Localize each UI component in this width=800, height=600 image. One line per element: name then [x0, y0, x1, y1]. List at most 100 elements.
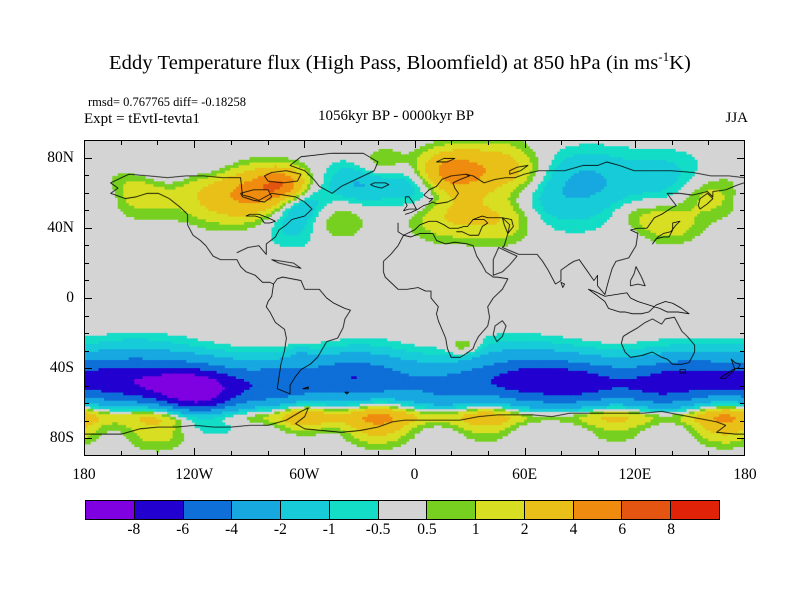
title-exponent: -1 [658, 50, 670, 65]
x-tick-bottom [304, 448, 305, 456]
x-tick-top [157, 140, 158, 145]
y-tick-left [84, 245, 89, 246]
colorbar-segment [427, 501, 477, 519]
y-tick-left [84, 158, 92, 159]
x-tick-bottom [451, 451, 452, 456]
x-tick-top [121, 140, 122, 145]
colorbar-tick-label: 4 [569, 521, 578, 538]
title-suffix: K) [669, 52, 691, 74]
colorbar-tick-label: 1 [471, 521, 480, 538]
colorbar-tick-label: 2 [520, 521, 529, 538]
y-tick-right [740, 333, 745, 334]
colorbar-tick-label: 0.5 [417, 521, 437, 538]
colorbar-segment [86, 501, 135, 519]
y-tick-right [740, 316, 745, 317]
page-title: Eddy Temperature flux (High Pass, Bloomf… [0, 50, 800, 75]
y-tick-left [84, 228, 92, 229]
x-tick-top [561, 140, 562, 145]
y-tick-right [740, 193, 745, 194]
x-tick-top [268, 140, 269, 145]
y-tick-left [84, 333, 89, 334]
colorbar-segment [378, 501, 428, 519]
y-tick-right [740, 351, 745, 352]
y-tick-right [740, 263, 745, 264]
x-tick-bottom [157, 451, 158, 456]
x-tick-bottom [341, 451, 342, 456]
colorbar-tick-label: -6 [176, 521, 190, 538]
y-tick-right [740, 421, 745, 422]
y-tick-right [740, 245, 745, 246]
x-tick-bottom [672, 451, 673, 456]
y-tick-right [740, 210, 745, 211]
colorbar-segment [281, 501, 330, 519]
x-tick-top [672, 140, 673, 145]
x-tick-top [378, 140, 379, 145]
x-axis-label: 60E [512, 466, 538, 483]
x-tick-bottom [268, 451, 269, 456]
x-tick-bottom [488, 451, 489, 456]
y-tick-left [84, 316, 89, 317]
y-tick-left [84, 403, 89, 404]
y-tick-right [740, 175, 745, 176]
y-tick-left [84, 175, 89, 176]
x-axis-label: 120E [618, 466, 652, 483]
colorbar-tick-label: -2 [273, 521, 287, 538]
anomaly-field-canvas [85, 141, 744, 455]
x-tick-bottom [231, 451, 232, 456]
colorbar-tick-label: -4 [225, 521, 238, 538]
x-tick-bottom [598, 451, 599, 456]
x-axis-label: 60W [289, 466, 320, 483]
y-tick-right [737, 368, 745, 369]
y-tick-right [737, 228, 745, 229]
x-tick-top [194, 140, 195, 148]
y-tick-right [740, 403, 745, 404]
x-tick-bottom [121, 451, 122, 456]
colorbar-segment [134, 501, 184, 519]
y-tick-left [84, 421, 89, 422]
colorbar-tick-label: 8 [667, 521, 676, 538]
y-tick-right [737, 438, 745, 439]
y-tick-right [737, 158, 745, 159]
y-tick-right [740, 280, 745, 281]
y-tick-left [84, 438, 92, 439]
colorbar-segment [671, 501, 719, 519]
x-tick-bottom [378, 451, 379, 456]
colorbar-segment [329, 501, 379, 519]
x-tick-top [525, 140, 526, 148]
colorbar-segment [232, 501, 282, 519]
y-axis-label: 80N [47, 148, 74, 166]
y-axis-label: 40N [47, 218, 74, 236]
statistics-text: rmsd= 0.767765 diff= -0.18258 [88, 95, 246, 109]
x-tick-bottom [415, 448, 416, 456]
colorbar-tick-label: -8 [127, 521, 141, 538]
colorbar-segment [524, 501, 574, 519]
x-axis-label: 120W [175, 466, 214, 483]
x-axis-label: 0 [410, 466, 419, 483]
x-tick-top [304, 140, 305, 148]
x-tick-bottom [561, 451, 562, 456]
map-plot-area [84, 140, 745, 456]
x-tick-bottom [194, 448, 195, 456]
colorbar-segment [622, 501, 672, 519]
period-label: 1056kyr BP - 0000kyr BP [318, 108, 475, 124]
colorbar [85, 500, 720, 520]
y-axis-label: 0 [66, 289, 74, 306]
y-tick-left [84, 280, 89, 281]
season-label: JJA [725, 110, 748, 126]
colorbar-segment [573, 501, 623, 519]
colorbar-tick-label: -1 [322, 521, 336, 538]
x-axis-label: 180 [72, 466, 96, 483]
x-tick-top [708, 140, 709, 145]
x-tick-top [635, 140, 636, 148]
x-tick-top [598, 140, 599, 145]
x-axis-label: 180 [733, 466, 757, 483]
y-tick-left [84, 298, 92, 299]
colorbar-tick-label: -0.5 [365, 521, 391, 538]
x-tick-top [415, 140, 416, 148]
x-tick-bottom [635, 448, 636, 456]
y-tick-right [737, 298, 745, 299]
colorbar-tick-label: 6 [618, 521, 627, 538]
y-tick-left [84, 368, 92, 369]
y-tick-right [740, 386, 745, 387]
